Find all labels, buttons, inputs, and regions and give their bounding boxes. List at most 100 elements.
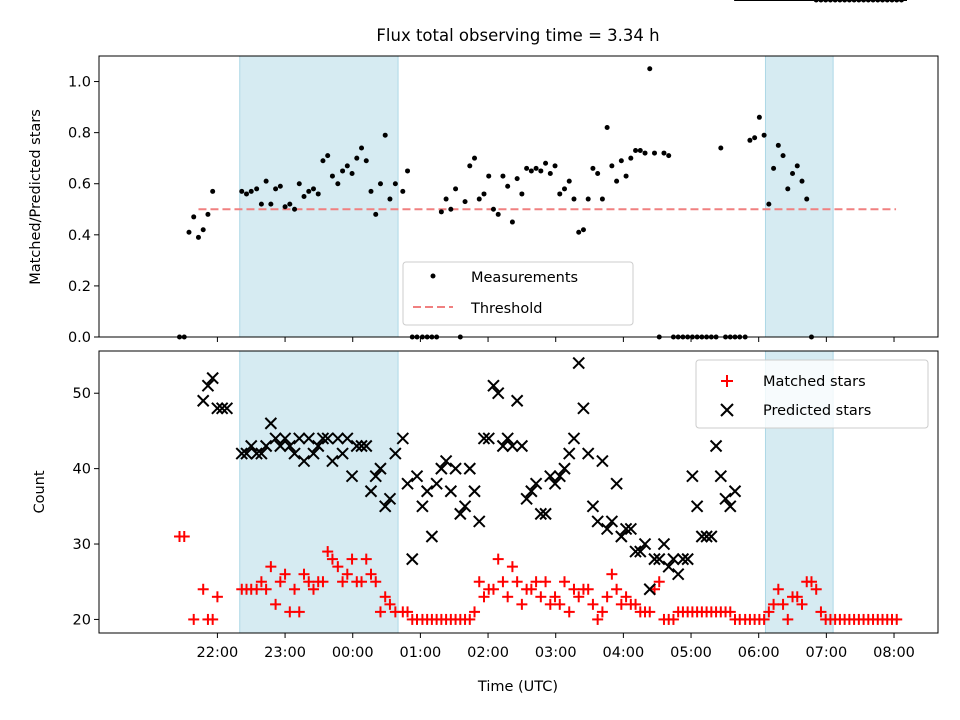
measurement-point xyxy=(292,206,298,212)
predicted-star-point xyxy=(439,454,453,468)
x-tick-label: 02:00 xyxy=(467,645,509,661)
measurement-point xyxy=(287,201,293,207)
predicted-star-point xyxy=(374,462,387,475)
measurement-point xyxy=(618,158,624,164)
predicted-star-point xyxy=(316,432,330,445)
predicted-star-point xyxy=(705,530,718,543)
matched-star-point xyxy=(337,576,349,588)
predicted-star-point xyxy=(196,394,210,407)
matched-star-point xyxy=(370,576,382,588)
matched-star-point xyxy=(573,591,585,603)
matched-star-point xyxy=(356,576,368,588)
predicted-star-point xyxy=(255,447,268,460)
matched-star-point xyxy=(506,561,518,573)
predicted-star-point xyxy=(605,515,619,528)
predicted-star-point xyxy=(206,371,219,385)
measurement-point xyxy=(804,196,810,202)
measurement-point xyxy=(344,163,350,169)
predicted-star-point xyxy=(215,402,229,415)
measurement-point xyxy=(205,211,211,217)
predicted-star-point xyxy=(321,432,334,445)
measurement-point xyxy=(462,199,468,205)
measurement-point xyxy=(505,183,511,189)
measurement-point xyxy=(756,114,762,120)
measurement-point xyxy=(585,196,591,202)
predicted-star-point xyxy=(312,439,325,453)
measurement-point xyxy=(514,176,520,182)
matched-star-point xyxy=(374,606,386,618)
predicted-star-point xyxy=(220,402,234,415)
measurement-point xyxy=(799,178,805,184)
bottom-x-ticks: 22:00 23:00 00:00 01:00 02:00 03:00 04:00 05:00… xyxy=(197,633,915,661)
predicted-star-point xyxy=(515,439,529,453)
measurement-point xyxy=(771,165,777,171)
legend-measurements-marker xyxy=(430,273,436,279)
legend-measurements-label: Measurements xyxy=(471,270,578,286)
measurement-point xyxy=(661,150,667,156)
matched-star-point xyxy=(540,576,552,588)
y-tick-label: 50 xyxy=(73,386,91,402)
predicted-star-point xyxy=(686,469,699,483)
measurement-point xyxy=(623,173,629,179)
predicted-star-point xyxy=(491,387,505,400)
predicted-star-point xyxy=(676,552,690,566)
matched-star-point xyxy=(303,576,315,588)
matched-star-point xyxy=(667,613,679,625)
predicted-star-point xyxy=(331,432,345,445)
matched-star-point xyxy=(516,598,528,610)
matched-star-point xyxy=(207,613,219,625)
predicted-star-point xyxy=(326,454,339,468)
matched-star-point xyxy=(724,606,736,618)
predicted-star-point xyxy=(396,432,410,445)
predicted-star-point xyxy=(350,439,363,453)
measurement-point xyxy=(476,196,482,202)
measurement-point xyxy=(195,234,201,240)
measurement-point xyxy=(472,155,478,161)
measurement-point xyxy=(335,181,341,187)
predicted-star-point xyxy=(690,500,704,513)
matched-star-point xyxy=(620,591,632,603)
measurement-point xyxy=(282,204,288,210)
y-tick-label: 0.6 xyxy=(68,177,91,193)
predicted-star-point xyxy=(577,402,590,415)
predicted-star-point xyxy=(360,439,373,453)
y-tick-label: 1.0 xyxy=(68,75,91,91)
measurement-point xyxy=(310,186,316,192)
shaded-interval xyxy=(239,350,399,634)
x-tick-label: 22:00 xyxy=(197,645,239,661)
measurement-point xyxy=(263,178,269,184)
matched-star-point xyxy=(587,598,599,610)
predicted-star-point xyxy=(435,462,448,475)
measurement-point xyxy=(200,227,206,233)
predicted-star-point xyxy=(264,417,278,430)
predicted-star-point xyxy=(681,552,694,566)
matched-star-point xyxy=(322,546,334,558)
measurement-point xyxy=(761,132,767,138)
predicted-star-point xyxy=(369,469,382,483)
matched-star-point xyxy=(188,613,200,625)
measurement-point xyxy=(349,171,355,177)
measurement-point xyxy=(301,194,307,199)
matched-star-point xyxy=(768,598,780,610)
predicted-star-point xyxy=(269,432,282,445)
predicted-star-point xyxy=(235,447,248,460)
measurement-point xyxy=(244,191,250,197)
matched-star-point xyxy=(554,598,566,610)
matched-star-point xyxy=(464,613,476,625)
measurement-point xyxy=(495,211,501,217)
matched-star-point xyxy=(298,568,310,580)
matched-star-point xyxy=(346,553,358,565)
x-tick-label: 23:00 xyxy=(264,645,306,661)
ratio-panel: 0.0 0.2 0.4 0.6 0.8 1.0 Matched/Predicted sta… xyxy=(28,0,939,346)
predicted-star-point xyxy=(563,447,576,460)
top-legend-box xyxy=(402,261,634,326)
matched-star-point xyxy=(644,606,656,618)
measurement-point xyxy=(392,181,398,187)
predicted-star-point xyxy=(662,560,675,573)
measurement-point xyxy=(486,173,492,179)
y-tick-label: 40 xyxy=(73,462,91,478)
predicted-star-point xyxy=(487,379,500,392)
predicted-star-point xyxy=(506,439,519,453)
matched-star-point xyxy=(763,606,775,618)
legend-threshold-label: Threshold xyxy=(470,301,542,317)
